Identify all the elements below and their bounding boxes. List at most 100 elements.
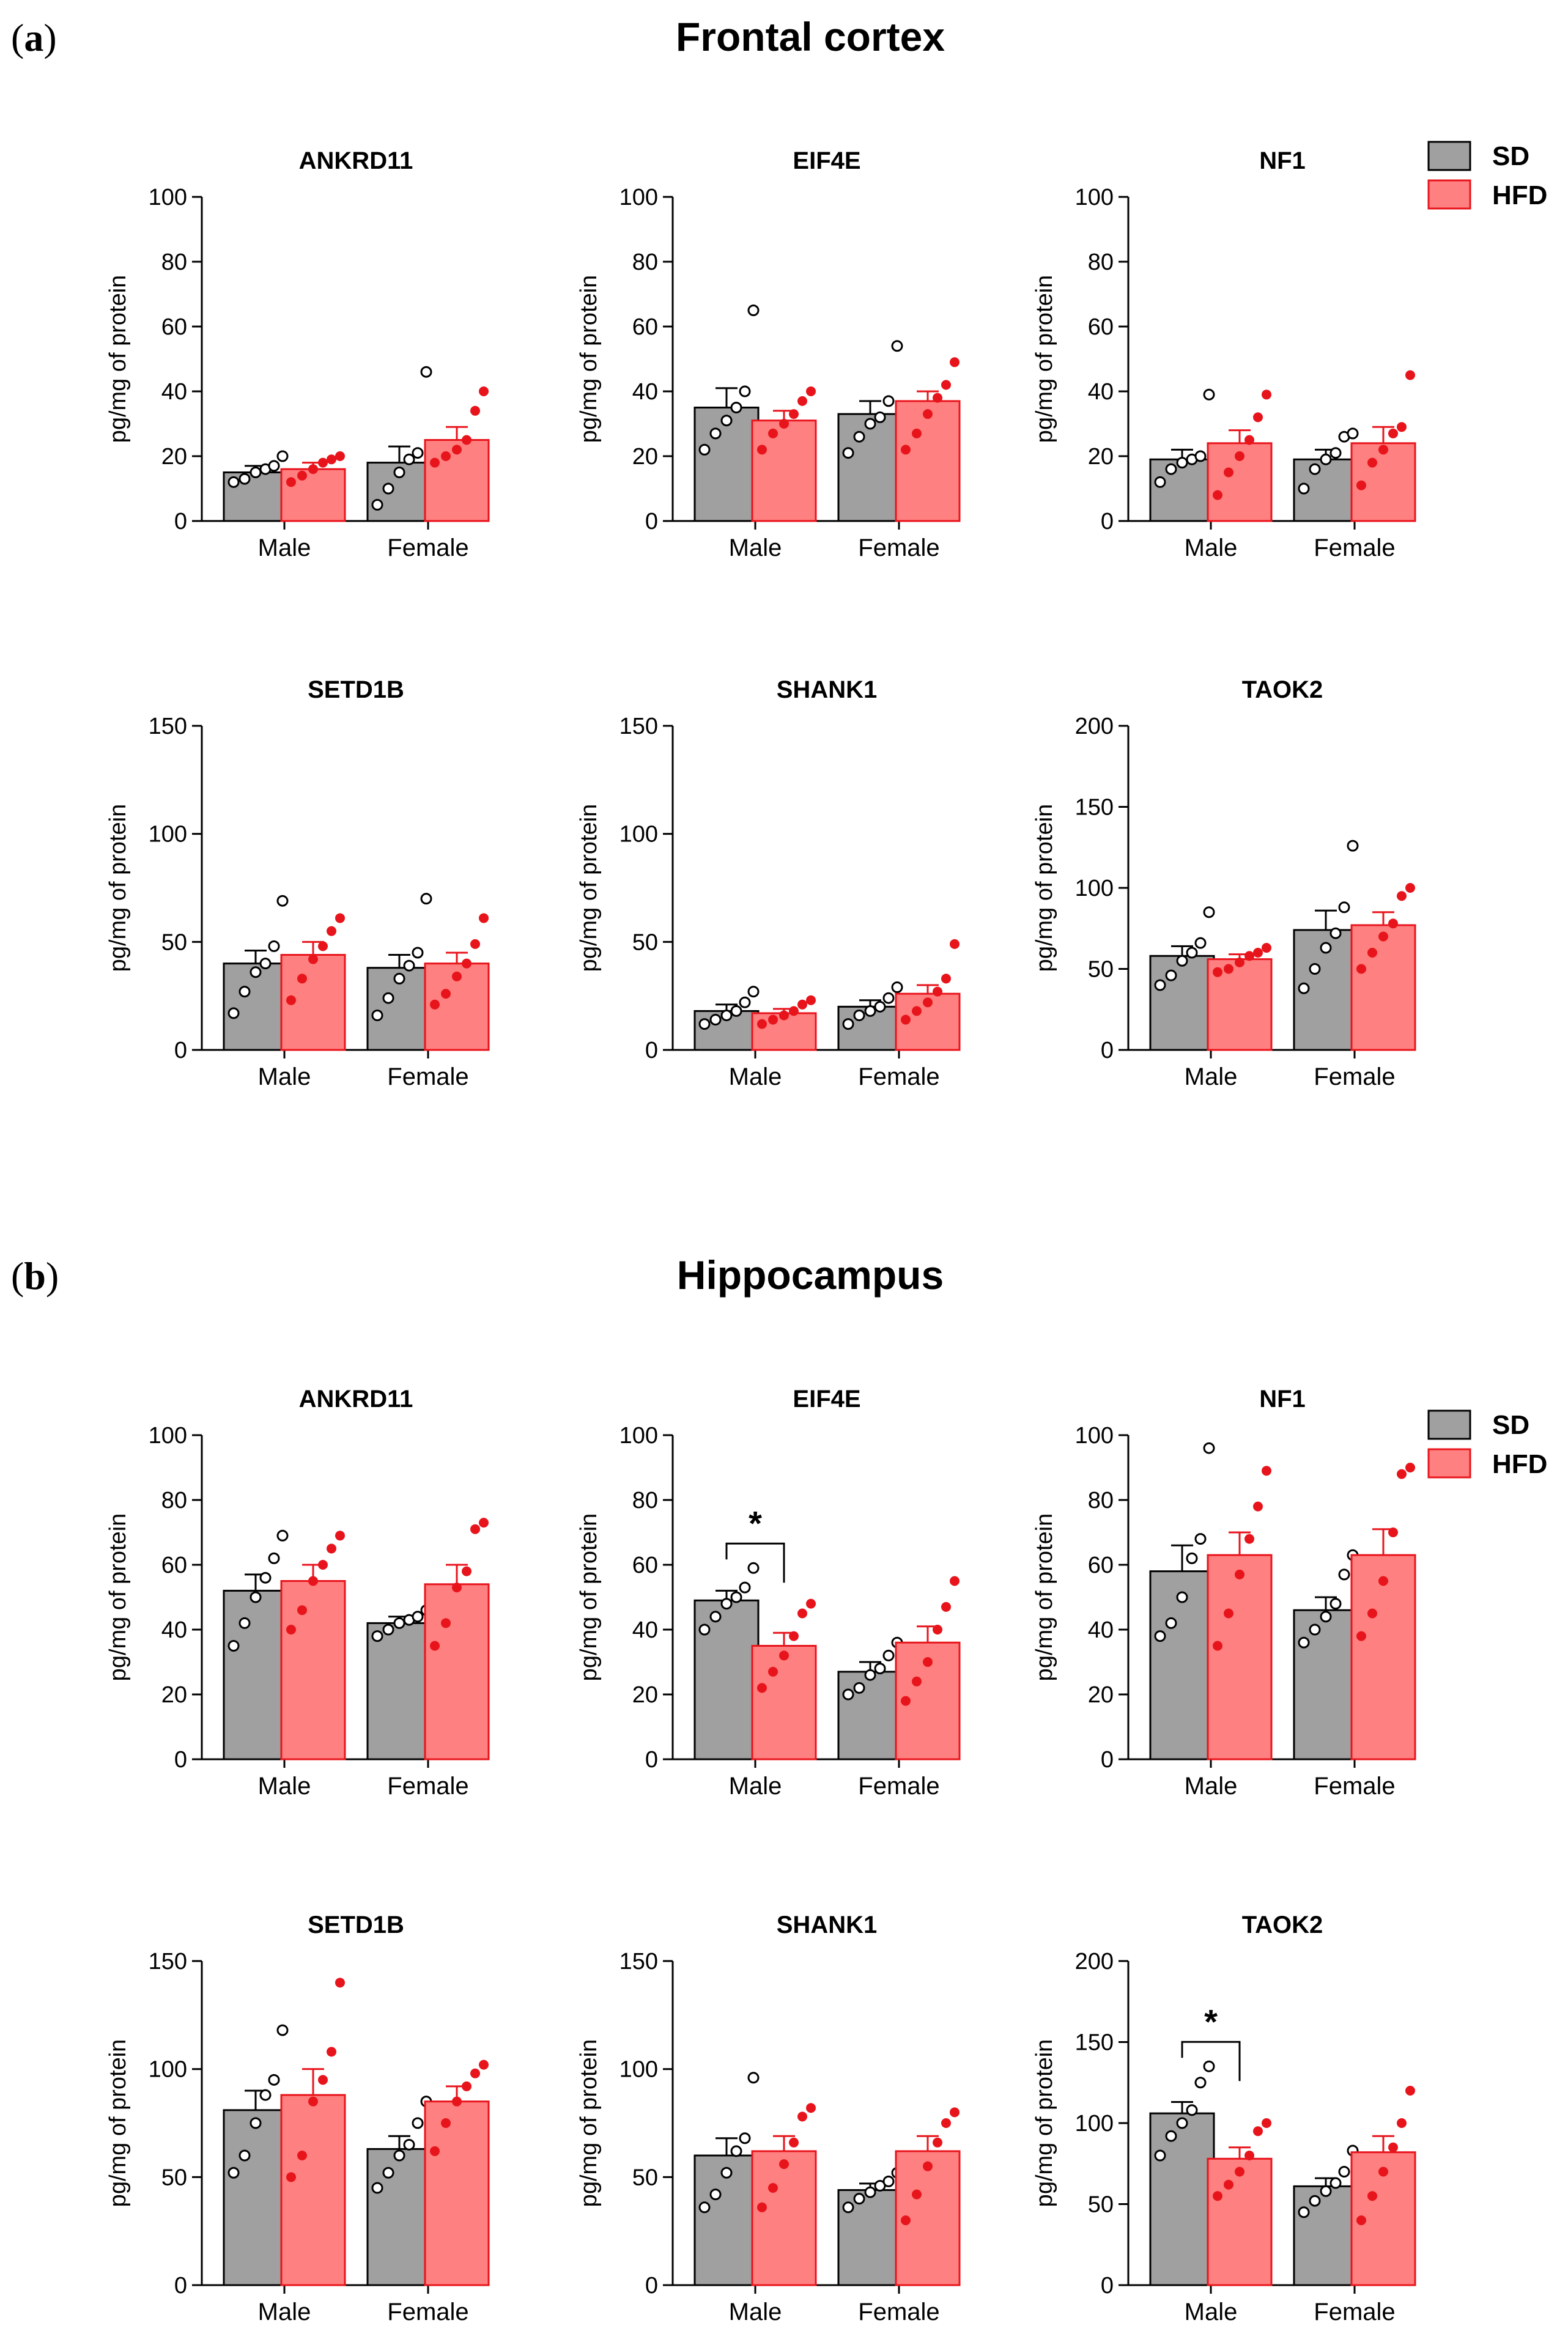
data-point-hfd (757, 2202, 767, 2212)
y-tick-label: 100 (149, 2057, 187, 2083)
data-point-hfd (901, 1696, 911, 1706)
data-point-hfd (430, 999, 440, 1010)
data-point-hfd (1397, 2118, 1407, 2128)
data-point-hfd (441, 989, 451, 999)
y-tick-label: 50 (1088, 957, 1114, 983)
data-point-hfd (806, 386, 816, 396)
bar-hfd (751, 2150, 817, 2286)
data-point-sd (891, 981, 903, 994)
data-point-hfd (768, 2183, 778, 2193)
data-point-hfd (1213, 967, 1222, 977)
bar-hfd (280, 468, 346, 522)
y-tick-label: 40 (1088, 1617, 1114, 1643)
y-tick-label: 150 (619, 714, 658, 739)
data-point-sd (853, 1682, 865, 1694)
charts: ANKRD11 pg/mg of protein 0 20 40 60 80 100 Male F… (105, 147, 1416, 2325)
significance-star: * (1204, 2002, 1218, 2041)
y-axis-label: pg/mg of protein (1032, 1513, 1057, 1682)
y-tick-label: 20 (161, 1682, 187, 1708)
legend-a-sd-label: SD (1492, 141, 1529, 171)
data-point-sd (709, 1611, 722, 1623)
data-point-hfd (1367, 1608, 1377, 1619)
legend-b-sd-label: SD (1492, 1410, 1529, 1440)
data-point-hfd (779, 419, 789, 429)
data-point-sd (1194, 937, 1207, 949)
data-point-hfd (286, 1625, 296, 1635)
data-point-hfd (1224, 1608, 1233, 1619)
data-point-hfd (933, 1625, 942, 1635)
y-tick-label: 0 (174, 2273, 187, 2299)
x-category-label: Female (1314, 534, 1395, 561)
data-point-sd (1309, 2195, 1321, 2207)
data-point-sd (720, 1598, 733, 1610)
data-point-sd (709, 427, 722, 440)
data-point-hfd (1262, 943, 1271, 953)
x-category-label: Male (258, 1773, 311, 1800)
data-point-sd (239, 1617, 251, 1629)
data-point-hfd (1378, 445, 1388, 455)
y-tick-label: 0 (645, 1747, 658, 1773)
data-point-sd (393, 972, 405, 984)
y-tick-label: 40 (1088, 379, 1114, 405)
data-point-hfd (286, 477, 296, 487)
data-point-hfd (1235, 957, 1244, 967)
data-point-hfd (430, 1641, 440, 1651)
data-point-sd (842, 1018, 854, 1030)
significance-bracket: * (725, 1504, 785, 1583)
data-point-hfd (1213, 490, 1222, 500)
x-category-label: Female (1314, 1063, 1395, 1090)
data-point-sd (842, 2201, 854, 2214)
x-category-label: Male (1185, 1773, 1238, 1800)
chart-b-shank1: SHANK1 pg/mg of protein 0 50 100 150 Male Femal… (576, 1912, 961, 2325)
x-category-label: Female (387, 2299, 468, 2325)
data-point-sd (698, 443, 711, 456)
data-point-sd (259, 2089, 272, 2101)
data-point-sd (1298, 2206, 1310, 2218)
x-category-label: Female (387, 534, 468, 561)
data-point-hfd (1253, 2126, 1263, 2137)
bar-sd (223, 1589, 289, 1760)
data-point-hfd (1388, 2142, 1398, 2152)
y-tick-label: 50 (632, 929, 658, 955)
legend-a: SD HFD (1427, 141, 1547, 210)
data-point-hfd (1405, 1463, 1415, 1472)
data-point-hfd (297, 1605, 307, 1616)
data-point-hfd (1378, 931, 1388, 942)
data-point-sd (1176, 955, 1188, 967)
x-category-label: Male (258, 534, 311, 561)
data-point-hfd (789, 1006, 799, 1016)
data-point-sd (250, 966, 262, 978)
data-point-sd (1154, 979, 1166, 991)
bar-hfd (1350, 1554, 1416, 1760)
data-point-sd (382, 992, 394, 1004)
data-point-sd (709, 1014, 722, 1026)
data-point-hfd (1356, 480, 1366, 490)
data-point-hfd (327, 2047, 336, 2057)
chart-b-setd1b: SETD1B pg/mg of protein 0 50 100 150 Male Femal… (105, 1912, 490, 2325)
x-category-label: Male (729, 1773, 782, 1800)
data-point-sd (1329, 927, 1342, 939)
data-point-hfd (933, 2137, 942, 2148)
y-tick-label: 40 (632, 1617, 658, 1643)
legend-a-hfd-label: HFD (1492, 180, 1547, 210)
data-point-hfd (950, 357, 960, 368)
data-point-hfd (901, 445, 911, 455)
data-point-hfd (479, 1518, 489, 1528)
data-point-hfd (1367, 457, 1377, 468)
chart-title: EIF4E (793, 147, 860, 174)
significance-bracket: * (1181, 2002, 1241, 2082)
data-point-sd (1203, 388, 1215, 401)
y-tick-label: 100 (619, 185, 658, 210)
data-point-hfd (1224, 467, 1233, 478)
data-point-hfd (941, 973, 951, 984)
data-point-sd (1194, 1533, 1207, 1545)
bar-sd (366, 1622, 432, 1760)
data-point-sd (227, 476, 240, 488)
data-point-sd (739, 996, 751, 1008)
y-tick-label: 100 (619, 2057, 658, 2083)
data-point-hfd (327, 926, 336, 936)
data-point-sd (882, 395, 895, 407)
data-point-sd (412, 2117, 424, 2129)
chart-title: SETD1B (308, 676, 404, 703)
data-point-sd (371, 2182, 383, 2194)
